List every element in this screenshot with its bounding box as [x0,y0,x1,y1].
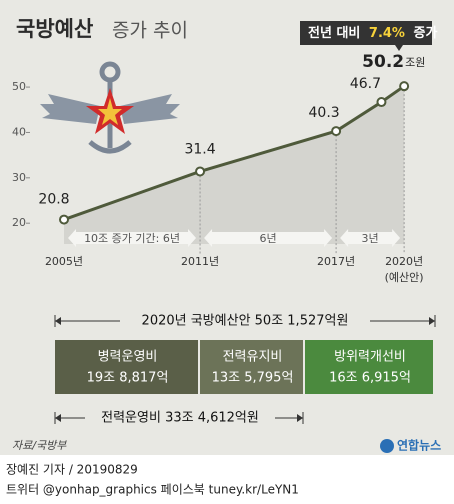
callout-pointer [395,45,403,51]
y-tick-label: 40 [12,125,26,138]
value-label: 40.3 [309,105,340,121]
point [399,81,410,92]
budget-box [305,340,433,394]
value-unit: 조원 [405,56,425,69]
y-tick-label: 20 [12,216,26,229]
emblem [40,61,180,154]
point [195,166,206,177]
value-label: 50.2 [362,52,404,72]
period-arrow [340,229,401,247]
point [331,126,342,137]
budget-total: 2020년 국방예산안 50조 1,527억원 [142,314,349,329]
callout-prefix: 전년 대비 [308,25,360,41]
source: 자료/국방부 [12,439,67,452]
budget-item-amount: 19조 8,817억 [87,371,169,386]
value-label: 46.7 [350,76,381,92]
budget-box [55,340,198,394]
point [376,97,387,108]
period-label: 3년 [362,232,379,245]
budget-item-name: 전력유지비 [223,350,283,365]
footer-background [0,455,454,500]
callout-suffix: 증가 [414,26,438,41]
label-bg [85,408,275,428]
area-shade [64,86,405,244]
x-tick-note: (예산안) [385,271,424,284]
budget-subtotal: 전력운영비 33조 4,612억원 [101,411,259,426]
callout-box [300,21,432,45]
title-light: 증가 추이 [112,20,188,42]
period-label: 6년 [260,232,277,245]
budget-item-amount: 13조 5,795억 [212,371,294,386]
callout-highlight: 7.4% [369,26,405,41]
agency: 연합뉴스 [397,438,441,453]
point [59,214,70,225]
budget-box [200,340,303,394]
period-label: 10조 증가 기간: 6년 [84,232,180,245]
title-bold: 국방예산 [16,17,93,41]
budget-item-amount: 16조 6,915억 [329,371,411,386]
x-tick-label: 2011년 [181,255,219,268]
x-tick-label: 2005년 [45,255,83,268]
label-bg [120,311,370,331]
y-tick-label: 50 [12,80,26,93]
agency-logo [380,439,394,453]
x-tick-label: 2017년 [317,255,355,268]
footer-links: 트위터 @yonhap_graphics 페이스북 tuney.kr/LeYN1 [6,483,299,497]
period-arrow [204,229,333,247]
budget-item-name: 방위력개선비 [334,350,406,365]
y-tick-label: 30 [12,171,26,184]
budget-item-name: 병력운영비 [98,350,158,365]
byline: 장예진 기자 / 20190829 [6,463,138,477]
x-tick-label: 2020년 [385,255,423,268]
value-label: 20.8 [38,192,69,208]
period-arrow [68,229,197,247]
value-label: 31.4 [184,141,215,157]
callout: 전년 대비 7.4% 증가 [308,25,437,41]
